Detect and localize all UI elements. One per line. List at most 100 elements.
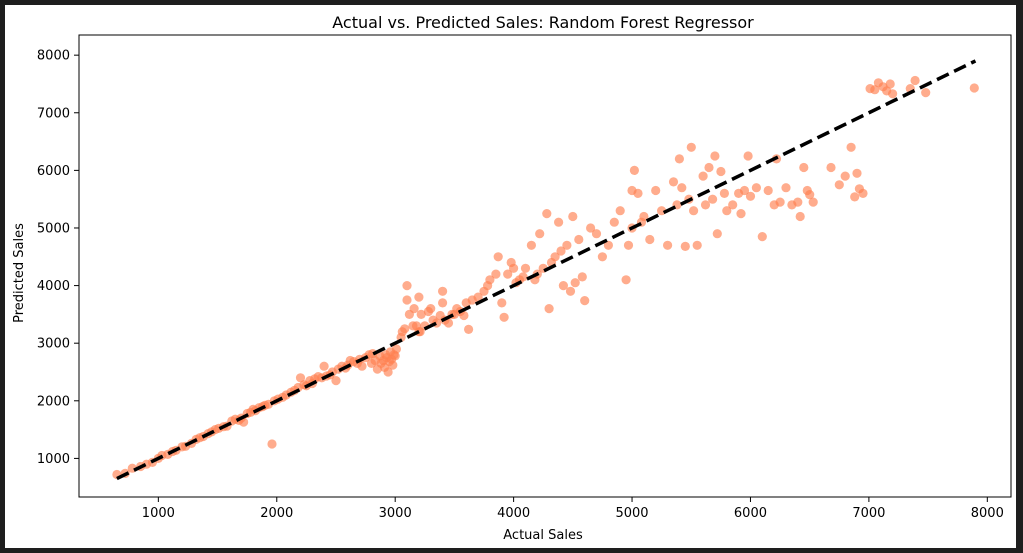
data-point (708, 194, 718, 204)
x-tick-label: 6000 (734, 506, 767, 521)
data-point (357, 361, 367, 371)
data-point (781, 183, 791, 193)
data-point (763, 185, 773, 196)
data-point (544, 304, 554, 314)
x-tick-label: 3000 (379, 506, 412, 521)
data-point (677, 183, 687, 193)
data-point (526, 240, 537, 250)
data-point (775, 197, 785, 207)
data-point (834, 180, 844, 190)
y-tick-label: 1000 (37, 452, 70, 467)
data-point (400, 324, 410, 334)
data-point (331, 376, 341, 386)
data-point (319, 361, 329, 371)
data-point (586, 223, 596, 233)
axes: 1000 2000 3000 4000 5000 6000 7000 8000 1000 2000… (37, 34, 1012, 521)
y-tick-label: 6000 (37, 164, 70, 179)
data-point (698, 171, 708, 181)
data-point (795, 211, 805, 222)
data-point (556, 246, 566, 256)
data-point (888, 89, 898, 99)
data-point (568, 211, 578, 222)
axes-frame (78, 34, 1012, 498)
data-point (885, 79, 895, 89)
data-point (686, 142, 696, 152)
data-point (719, 188, 730, 198)
y-tick-label: 3000 (37, 337, 70, 352)
data-point (550, 252, 560, 262)
data-point (692, 240, 702, 250)
data-point (840, 171, 850, 181)
data-point (542, 209, 552, 219)
x-tick-label: 8000 (971, 506, 1004, 521)
data-point (518, 272, 528, 282)
data-point (921, 88, 931, 98)
scatter-chart: Actual vs. Predicted Sales: Random Fores… (12, 13, 1012, 543)
data-point (591, 229, 602, 239)
x-tick-label: 2000 (260, 506, 293, 521)
data-point (745, 191, 756, 201)
data-point (464, 324, 474, 334)
data-point (793, 197, 803, 207)
data-point (562, 240, 572, 250)
data-point (402, 295, 412, 305)
y-axis-label: Predicted Sales (12, 223, 27, 323)
data-point (603, 240, 614, 250)
data-point (388, 360, 398, 370)
data-point (491, 269, 501, 279)
data-point (558, 281, 569, 291)
data-point (497, 298, 507, 308)
data-point (808, 197, 818, 207)
data-point (426, 304, 436, 314)
data-point (267, 439, 277, 449)
data-point (535, 229, 545, 239)
data-point (493, 252, 503, 262)
data-point (577, 272, 587, 282)
data-point (414, 292, 424, 302)
data-point (580, 296, 590, 306)
reference-line (116, 59, 977, 481)
y-tick-label: 7000 (37, 106, 70, 121)
data-point (858, 188, 868, 198)
x-tick-label: 1000 (142, 506, 175, 521)
data-point (736, 209, 746, 219)
data-point (629, 165, 640, 175)
data-point (409, 304, 419, 314)
data-point (805, 190, 815, 200)
data-point (473, 292, 483, 302)
data-point (716, 166, 726, 177)
data-point (443, 318, 454, 328)
data-point (295, 373, 306, 383)
data-point (751, 183, 762, 193)
y-tick-label: 4000 (37, 279, 70, 294)
data-point (623, 240, 634, 250)
data-point (645, 234, 655, 245)
y-tick-label: 8000 (37, 49, 70, 64)
data-point (910, 75, 920, 86)
data-point (633, 188, 643, 198)
x-tick-label: 4000 (497, 506, 530, 521)
data-point (570, 278, 580, 288)
data-point (597, 252, 608, 262)
x-tick-label: 7000 (852, 506, 885, 521)
data-point (574, 234, 584, 245)
data-point (870, 85, 880, 95)
chart-figure: Actual vs. Predicted Sales: Random Fores… (5, 5, 1016, 548)
data-point (846, 142, 856, 152)
x-tick-label: 5000 (615, 506, 648, 521)
data-point (609, 217, 619, 227)
data-point (739, 185, 750, 196)
data-point (438, 298, 448, 308)
data-point (651, 185, 661, 196)
data-point (700, 200, 711, 210)
data-point (416, 309, 426, 319)
data-point (743, 151, 753, 161)
data-point (689, 206, 699, 216)
plot-area (112, 59, 979, 481)
data-point (674, 154, 685, 164)
data-point (663, 240, 673, 250)
data-point (615, 206, 625, 216)
x-axis-label: Actual Sales (503, 528, 583, 543)
data-point (850, 192, 860, 202)
data-point (503, 269, 513, 279)
